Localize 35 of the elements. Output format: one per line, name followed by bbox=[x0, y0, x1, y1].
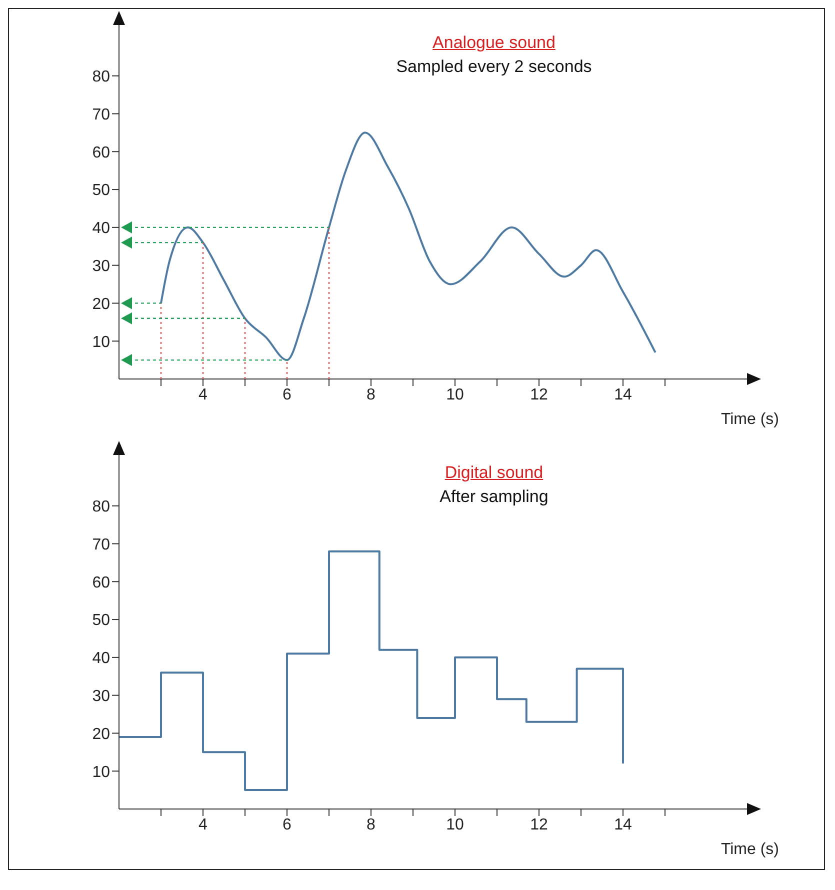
y-tick-label: 20 bbox=[92, 296, 110, 313]
x-axis-title: Time (s) bbox=[720, 411, 779, 428]
y-tick-label: 80 bbox=[92, 498, 110, 516]
y-tick-label: 60 bbox=[92, 574, 110, 592]
y-tick-label: 80 bbox=[92, 68, 110, 86]
y-tick-label: 70 bbox=[92, 106, 110, 124]
y-tick-label: 70 bbox=[92, 536, 110, 554]
x-tick-label: 8 bbox=[366, 386, 376, 404]
x-tick-label: 10 bbox=[446, 386, 464, 404]
y-tick-label: 10 bbox=[92, 764, 110, 781]
y-tick-label: 60 bbox=[92, 144, 110, 162]
x-tick-label: 6 bbox=[282, 816, 292, 834]
y-tick-label: 30 bbox=[92, 688, 110, 705]
x-tick-label: 14 bbox=[614, 386, 632, 404]
y-tick-label: 50 bbox=[92, 612, 110, 630]
y-tick-label: 40 bbox=[92, 650, 110, 668]
x-tick-label: 14 bbox=[614, 816, 632, 834]
text: Analogue sound bbox=[432, 33, 556, 53]
text: After sampling bbox=[438, 487, 550, 507]
line-series bbox=[160, 132, 656, 362]
x-tick-label: 4 bbox=[198, 816, 208, 834]
text: Digital sound bbox=[444, 463, 544, 483]
x-tick-label: 12 bbox=[530, 386, 548, 404]
x-tick-label: 10 bbox=[446, 816, 464, 834]
x-tick-label: 4 bbox=[198, 386, 208, 404]
y-tick-label: 30 bbox=[92, 258, 110, 275]
y-tick-label: 10 bbox=[92, 334, 110, 351]
y-tick-label: 20 bbox=[92, 726, 110, 743]
y-tick-label: 50 bbox=[92, 182, 110, 200]
x-tick-label: 12 bbox=[530, 816, 548, 834]
x-axis-title: Time (s) bbox=[720, 841, 779, 858]
x-tick-label: 6 bbox=[282, 386, 292, 404]
text: Sampled every 2 seconds bbox=[395, 57, 593, 77]
y-tick-label: 40 bbox=[92, 220, 110, 238]
x-tick-label: 8 bbox=[366, 816, 376, 834]
